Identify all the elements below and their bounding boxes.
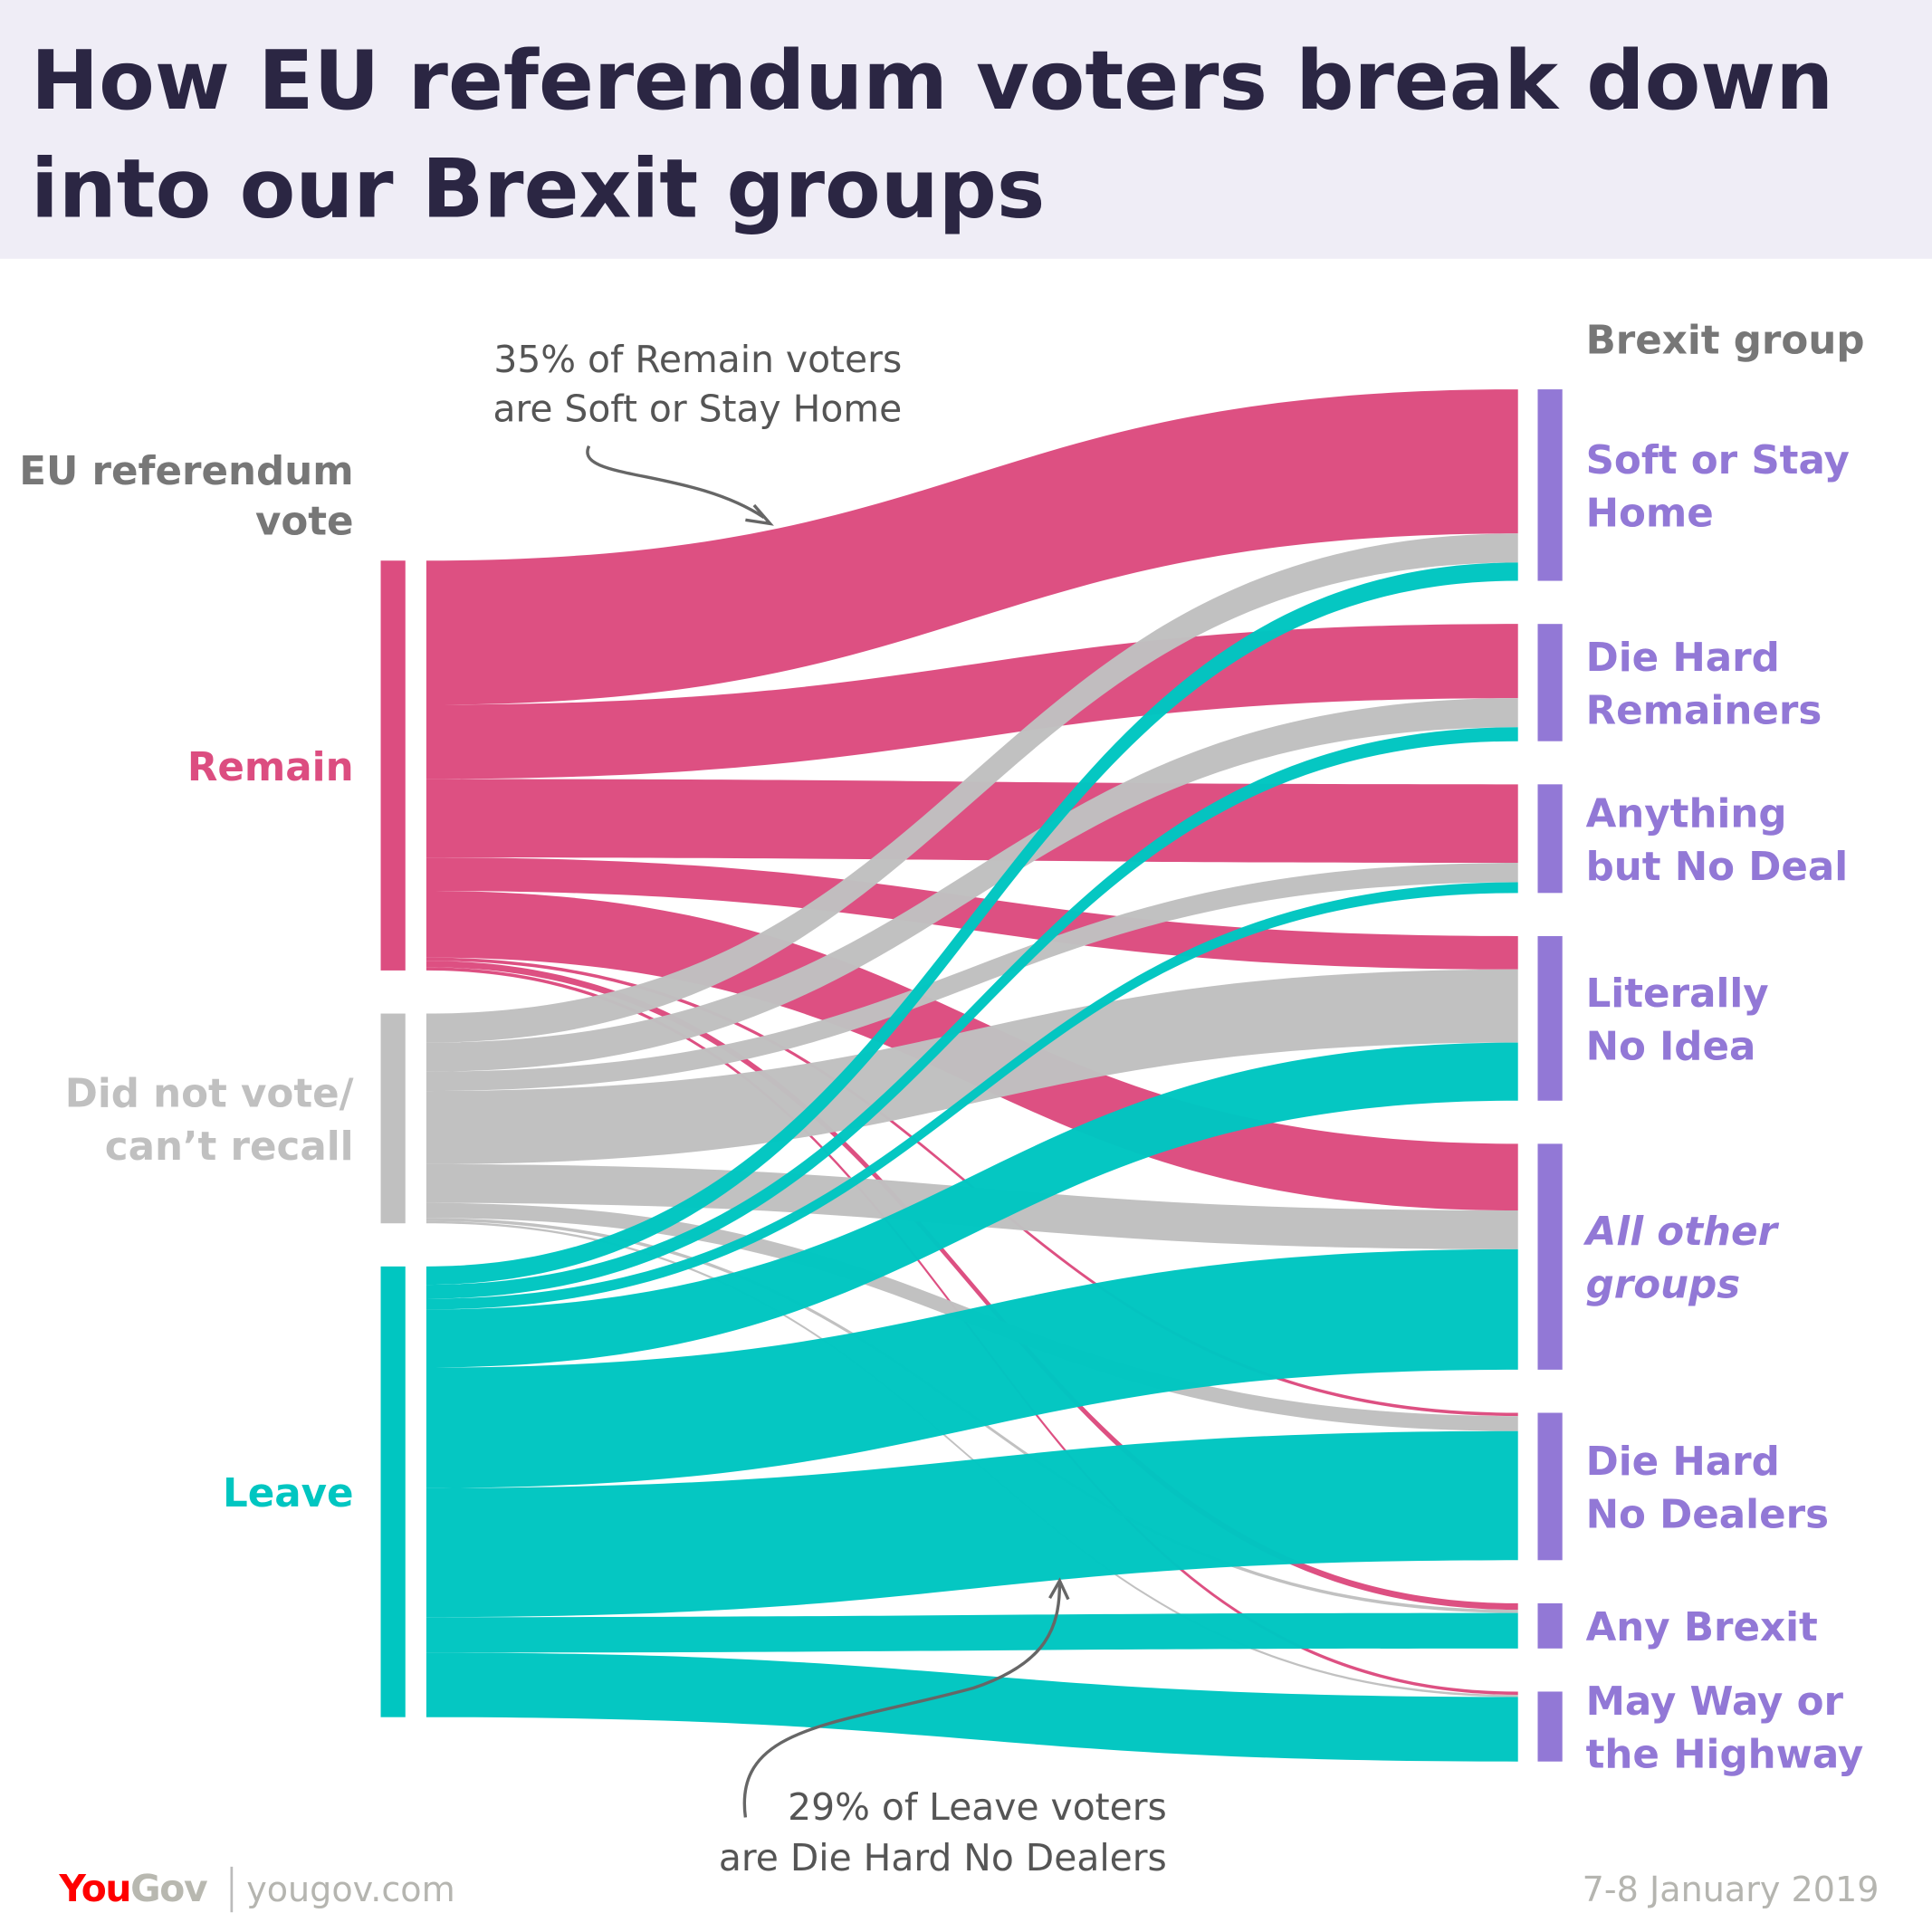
title-banner	[0, 0, 1932, 259]
target-node-may-way-or-the-highway	[1537, 1691, 1563, 1762]
flow-leave-to-die-hard-no-dealers	[426, 1430, 1518, 1618]
annotation-remain-line-1: 35% of Remain voters	[493, 338, 902, 381]
target-label: May Way or	[1586, 1679, 1844, 1725]
target-label: Any Brexit	[1586, 1605, 1818, 1650]
footer: YouGov yougov.com 7-8 January 2019	[58, 1866, 1879, 1913]
flow-leave-to-literally-no-idea	[426, 1042, 1518, 1368]
source-label: Remain	[187, 745, 354, 790]
flow-remain-to-soft-or-stay-home	[426, 389, 1518, 705]
annotation-remain-line-2: are Soft or Stay Home	[493, 387, 902, 430]
flow-leave-to-soft-or-stay-home	[426, 562, 1518, 1286]
target-label: but No Deal	[1586, 845, 1849, 890]
left-header-line-2: vote	[255, 500, 354, 545]
target-node-literally-no-idea	[1537, 935, 1563, 1101]
annotation-leave-line-1: 29% of Leave voters	[788, 1785, 1167, 1829]
target-node-die-hard-no-dealers	[1537, 1412, 1563, 1561]
source-node-did-not-vote-can-t-recall	[380, 1013, 406, 1224]
source-label: Leave	[223, 1471, 354, 1516]
target-label: All other	[1583, 1210, 1780, 1255]
arrowhead-icon	[745, 503, 774, 526]
target-label: Anything	[1586, 791, 1787, 837]
flow-remain-to-die-hard-remainers	[426, 624, 1518, 779]
target-node-any-brexit	[1537, 1602, 1563, 1649]
annotation-leave-line-2: are Die Hard No Dealers	[719, 1836, 1167, 1879]
target-node-anything-but-no-deal	[1537, 784, 1563, 894]
source-node-leave	[380, 1266, 406, 1717]
yougov-logo: YouGov	[58, 1867, 207, 1910]
right-header: Brexit group	[1586, 319, 1865, 364]
source-label: Did not vote/	[65, 1071, 354, 1116]
target-label: Die Hard	[1586, 636, 1780, 681]
footer-site: yougov.com	[246, 1870, 455, 1909]
flow-leave-to-any-brexit	[426, 1612, 1518, 1653]
left-header-line-1: EU referendum	[19, 449, 353, 494]
target-node-soft-or-stay-home	[1537, 389, 1563, 581]
target-label: the Highway	[1586, 1733, 1864, 1778]
source-label: can’t recall	[105, 1124, 354, 1170]
target-node-die-hard-remainers	[1537, 624, 1563, 741]
flow-did-not-vote-can-t-recall-to-may-way-or-the-highway	[426, 1220, 1518, 1698]
flow-did-not-vote-can-t-recall-to-anything-but-no-deal	[426, 863, 1518, 1092]
annotation-remain-arrow	[586, 445, 765, 520]
target-label: Remainers	[1586, 689, 1822, 734]
flow-remain-to-any-brexit	[426, 961, 1518, 1611]
flow-did-not-vote-can-t-recall-to-literally-no-idea	[426, 969, 1518, 1164]
target-label: No Idea	[1586, 1024, 1756, 1069]
flow-leave-to-die-hard-remainers	[426, 727, 1518, 1299]
annotation-leave-arrow	[742, 1583, 1062, 1818]
flows	[426, 389, 1518, 1762]
target-label: No Dealers	[1586, 1492, 1829, 1537]
target-node-all-other-groups	[1537, 1143, 1563, 1370]
flow-did-not-vote-can-t-recall-to-die-hard-remainers	[426, 698, 1518, 1072]
chart-title-line-1: How EU referendum voters break down	[31, 34, 1833, 129]
annotation-remain: 35% of Remain voters are Soft or Stay Ho…	[493, 338, 902, 526]
target-label: Soft or Stay	[1586, 438, 1850, 483]
flow-leave-to-all-other-groups	[426, 1248, 1518, 1488]
target-label: Die Hard	[1586, 1439, 1780, 1485]
flow-did-not-vote-can-t-recall-to-soft-or-stay-home	[426, 533, 1518, 1043]
target-label: Literally	[1586, 971, 1769, 1017]
footer-date: 7-8 January 2019	[1583, 1870, 1879, 1909]
source-node-remain	[380, 560, 406, 971]
nodes: Remain Did not vote/can’t recall Leave Soft…	[65, 389, 1864, 1778]
arrowhead-icon	[1048, 1577, 1070, 1601]
target-label: groups	[1586, 1263, 1741, 1308]
chart-title-line-2: into our Brexit groups	[31, 143, 1045, 237]
flow-leave-to-anything-but-no-deal	[426, 882, 1518, 1310]
target-label: Home	[1586, 491, 1714, 536]
flow-leave-to-may-way-or-the-highway	[426, 1652, 1518, 1762]
flow-remain-to-literally-no-idea	[426, 857, 1518, 970]
annotation-leave: 29% of Leave voters are Die Hard No Deal…	[719, 1577, 1167, 1879]
